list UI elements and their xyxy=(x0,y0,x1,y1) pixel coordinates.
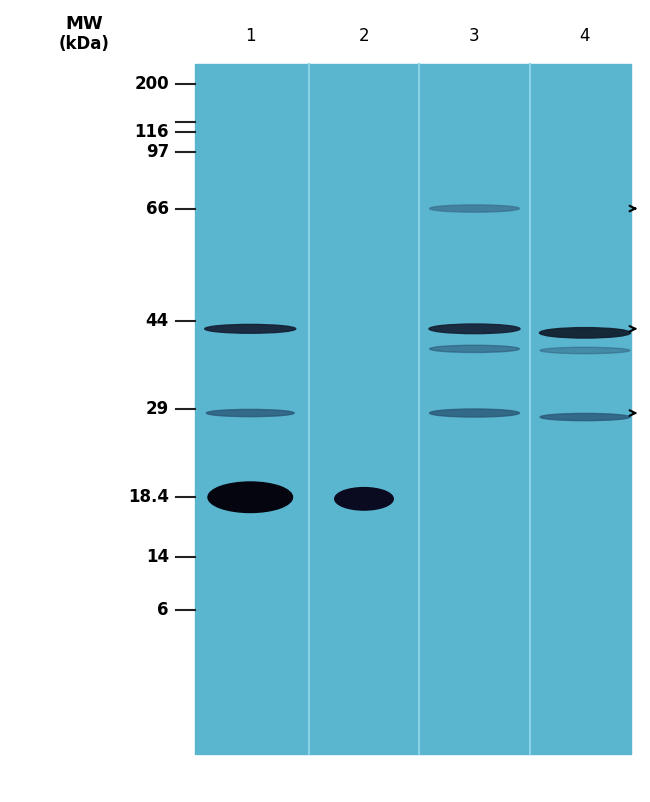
Text: 97: 97 xyxy=(146,144,169,161)
Text: 44: 44 xyxy=(146,312,169,330)
Bar xyxy=(195,64,630,754)
Text: 4: 4 xyxy=(580,27,590,45)
Ellipse shape xyxy=(205,325,296,334)
Text: 29: 29 xyxy=(146,400,169,418)
Ellipse shape xyxy=(335,488,393,510)
Ellipse shape xyxy=(540,347,630,354)
Ellipse shape xyxy=(429,324,520,334)
Ellipse shape xyxy=(430,346,519,353)
Text: 66: 66 xyxy=(146,200,169,217)
Text: MW: MW xyxy=(66,15,103,33)
Text: 116: 116 xyxy=(135,124,169,141)
Ellipse shape xyxy=(207,410,294,417)
Ellipse shape xyxy=(540,414,630,420)
Text: 2: 2 xyxy=(359,27,369,45)
Text: 14: 14 xyxy=(146,549,169,566)
Ellipse shape xyxy=(430,409,519,417)
Ellipse shape xyxy=(430,205,519,213)
Text: 1: 1 xyxy=(245,27,255,45)
Text: 200: 200 xyxy=(135,75,169,93)
Text: 18.4: 18.4 xyxy=(128,488,169,506)
Ellipse shape xyxy=(208,482,292,512)
Ellipse shape xyxy=(540,327,630,338)
Text: 3: 3 xyxy=(469,27,480,45)
Text: 6: 6 xyxy=(157,601,169,618)
Text: (kDa): (kDa) xyxy=(59,35,110,53)
